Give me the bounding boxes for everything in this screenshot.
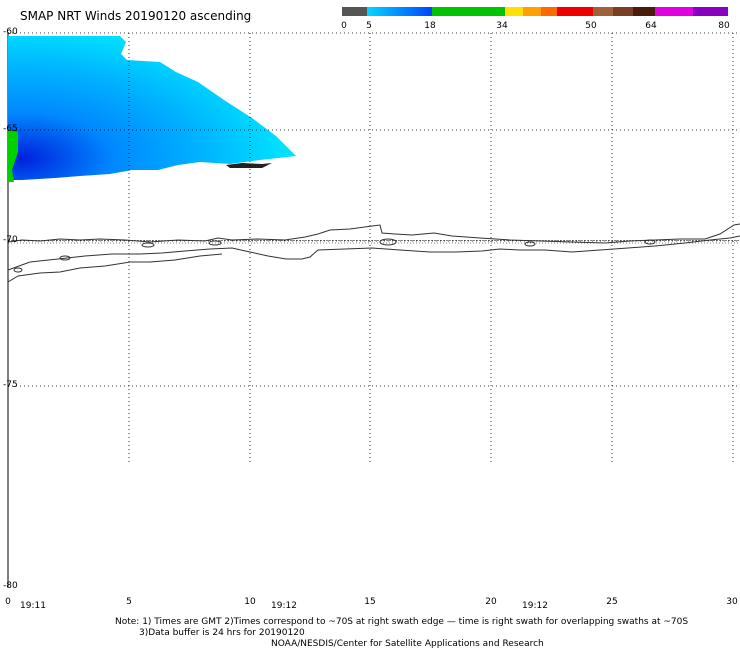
lon-label: 15 [364,597,376,607]
colorbar-segment-yellow [505,7,523,16]
colorbar-segment-darkbrown [633,7,655,16]
colorbar-segment-brown-light [593,7,613,16]
lon-label: 10 [244,597,256,607]
colorbar-tick: 80 [718,21,730,31]
note-line-2: 3)Data buffer is 24 hrs for 20190120 [139,628,305,638]
colorbar-segment-magenta [655,7,693,16]
colorbar-tick: 18 [424,21,436,31]
colorbar-segment-gray [342,7,367,16]
map-title: SMAP NRT Winds 20190120 ascending [20,9,252,23]
lon-label: 0 [5,597,11,607]
lon-label: 30 [726,597,738,607]
colorbar-segment-blue [367,7,432,16]
lat-label: -70 [3,235,18,245]
time-label: 19:11 [20,601,46,611]
colorbar-tick: 0 [341,21,347,31]
colorbar-segment-purple [693,7,728,16]
colorbar-tick: 5 [366,21,372,31]
colorbar-tick: 64 [645,21,657,31]
wind-swath-blue [8,36,296,180]
colorbar-segment-brown [613,7,633,16]
colorbar-tick: 50 [585,21,597,31]
lon-label: 25 [606,597,618,607]
note-line-1: Note: 1) Times are GMT 2)Times correspon… [115,617,689,627]
lat-label: -80 [3,581,18,591]
credits-line: NOAA/NESDIS/Center for Satellite Applica… [271,639,544,649]
lon-grid [128,33,734,465]
lat-label: -75 [3,380,18,390]
wind-swath [8,36,296,182]
colorbar-segment-green [432,7,505,16]
colorbar [342,7,728,16]
wind-swath-green [8,130,18,182]
wind-swath-dark-patch [226,163,272,168]
lon-label: 20 [485,597,497,607]
lon-label: 5 [126,597,132,607]
lat-label: -65 [3,124,18,134]
colorbar-segment-orange-light [523,7,541,16]
lat-label: -60 [3,27,18,37]
colorbar-tick: 34 [496,21,508,31]
time-label: 19:12 [522,601,548,611]
coastline [7,223,740,283]
colorbar-segment-red [557,7,593,16]
colorbar-segment-orange [541,7,557,16]
time-label: 19:12 [271,601,297,611]
